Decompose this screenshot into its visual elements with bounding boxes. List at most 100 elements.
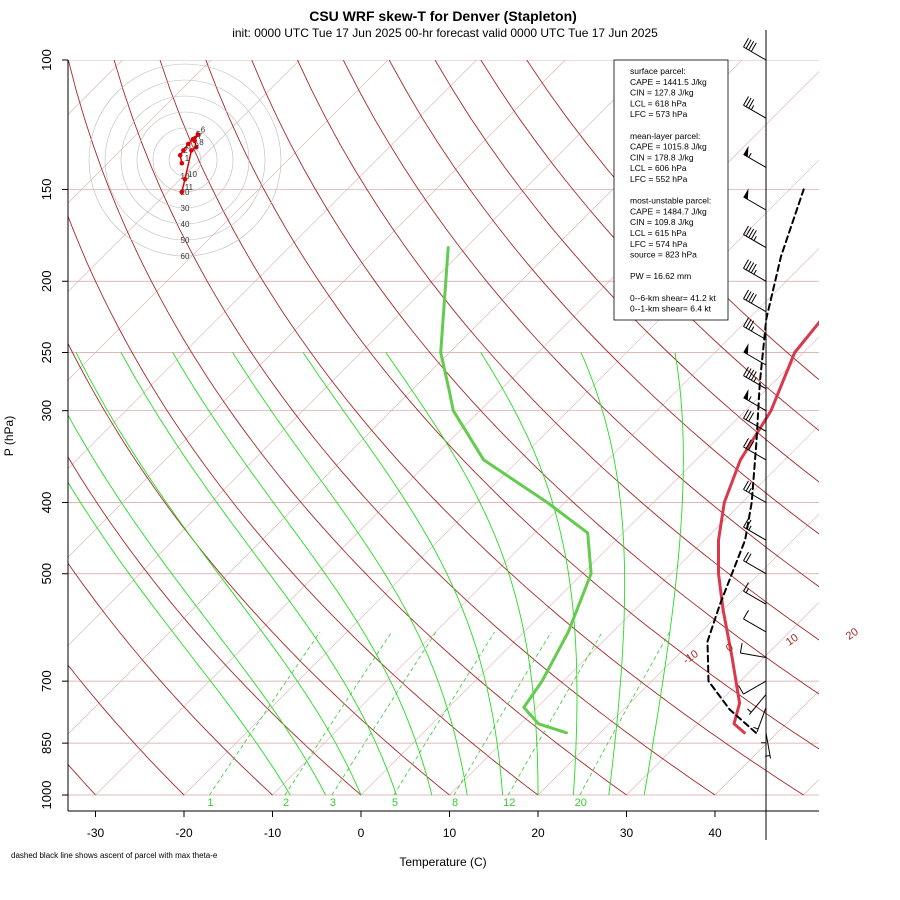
- wind-barb-full: [745, 291, 752, 301]
- wind-barb-full: [745, 410, 752, 421]
- isotherm--80: [68, 60, 389, 381]
- hodo-point-label: 9: [194, 141, 199, 150]
- hodo-point-label: 6: [201, 125, 206, 134]
- moist-adiabat-20: [385, 352, 539, 795]
- moist-adiabat-28: [580, 352, 626, 796]
- wind-barb-staff: [743, 326, 767, 340]
- wind-barb-flag: [743, 389, 749, 401]
- wind-barb-full: [745, 553, 752, 563]
- chart-subtitle: init: 0000 UTC Tue 17 Jun 2025 00-hr for…: [232, 26, 658, 40]
- hodo-ring-label-40: 40: [181, 220, 190, 229]
- mixing-ratio-line-2: [284, 631, 393, 796]
- hodo-point: [181, 148, 186, 153]
- wind-barb-full: [745, 227, 752, 237]
- wind-barb-staff: [743, 526, 767, 541]
- dry-adiabat-50: [159, 60, 804, 796]
- wind-barb-half: [747, 708, 752, 713]
- p-tick-label-400: 400: [39, 492, 54, 514]
- wind-barb-staff: [743, 46, 767, 61]
- wind-barb-full: [743, 518, 749, 528]
- parcel-info-line: [630, 260, 632, 270]
- series-dewpoint: [439, 246, 593, 735]
- dry-adiabat-130: [526, 60, 819, 381]
- wind-barbs: [738, 30, 771, 840]
- p-tick-label-1000: 1000: [39, 781, 54, 810]
- parcel-info-frame: [613, 59, 729, 321]
- wind-barb-staff: [743, 680, 767, 695]
- parcel-info-line: surface parcel:: [630, 66, 686, 76]
- hodo-ring-40: [120, 95, 250, 225]
- parcel-info-line: 0--6-km shear= 41.2 kt: [630, 293, 716, 303]
- parcel-info-line: [630, 120, 632, 130]
- wind-barb-full: [748, 262, 755, 272]
- p-tick-label-250: 250: [39, 342, 54, 364]
- wind-barb-full: [750, 263, 757, 274]
- wind-barb-staff: [743, 446, 767, 461]
- wind-barb-full: [748, 228, 755, 238]
- wind-barb-staff: [756, 707, 767, 732]
- wind-barb-staff: [743, 104, 767, 119]
- hodo-point: [195, 132, 201, 137]
- wind-barb-flag: [743, 343, 749, 355]
- parcel-info-line: LFC = 552 hPa: [630, 174, 688, 184]
- moist-adiabat-24: [480, 352, 578, 796]
- wind-barb-full: [748, 369, 755, 379]
- hodo-point: [177, 152, 183, 158]
- parcel-info-line: LCL = 618 hPa: [630, 98, 687, 108]
- wind-barb-full: [750, 42, 757, 52]
- x-tick-label-10: 10: [443, 826, 457, 840]
- wind-barb-staff: [743, 375, 767, 390]
- hodo-ring-60: [88, 63, 282, 257]
- mixing-ratio-label-3: 3: [330, 797, 336, 809]
- mixing-ratio-label-12: 12: [503, 797, 515, 809]
- wind-barb-half: [753, 726, 759, 730]
- parcel-info-line: CIN = 178.8 J/kg: [630, 152, 694, 162]
- chart-title: CSU WRF skew-T for Denver (Stapleton): [309, 8, 577, 24]
- parcel-info-line: CAPE = 1484.7 J/kg: [630, 206, 707, 216]
- wind-barb-full: [739, 643, 743, 654]
- wind-barb-staff: [765, 732, 771, 759]
- x-tick-label--10: -10: [264, 826, 282, 840]
- hodo-ring-label-30: 30: [181, 204, 190, 213]
- moist-adiabats: [68, 352, 684, 796]
- isotherm-10: [449, 425, 819, 796]
- x-axis-label: Temperature (C): [399, 855, 486, 869]
- moist-adiabat-16: [302, 352, 504, 796]
- x-tick-label-0: 0: [358, 826, 365, 840]
- dry-adiabat-10: [68, 342, 450, 796]
- wind-barb-full: [743, 38, 749, 48]
- wind-barb-full: [745, 519, 752, 529]
- isotherm-20: [537, 513, 819, 796]
- wind-barb-flag: [743, 145, 749, 157]
- hodo-point: [193, 144, 199, 150]
- wind-barb-full: [748, 41, 755, 51]
- wind-barb-full: [743, 582, 749, 592]
- parcel-info-line: [630, 282, 632, 292]
- wind-barb-full: [745, 260, 752, 271]
- wind-barb-full: [748, 99, 755, 109]
- parcel-info-line: LFC = 574 hPa: [630, 239, 688, 249]
- y-axis-label: P (hPa): [2, 416, 16, 456]
- wind-barb-full: [743, 437, 749, 448]
- wind-barb-full: [743, 366, 749, 376]
- parcel-info-box: surface parcel: CAPE = 1441.5 J/kg CIN = 1…: [613, 59, 729, 321]
- moist-adiabat-4: [120, 352, 397, 796]
- hodo-ring-label-50: 50: [181, 236, 190, 245]
- wind-barb-half: [753, 269, 757, 275]
- hodo-point: [179, 189, 185, 195]
- parcel-info-line: most-unstable parcel:: [630, 196, 711, 206]
- parcel-info-line: CAPE = 1015.8 J/kg: [630, 142, 707, 152]
- parcel-info-line: CIN = 109.8 J/kg: [630, 217, 694, 227]
- mixing-ratio-line-1: [209, 631, 321, 796]
- wind-barb-full: [743, 610, 749, 620]
- isotherm--10: [272, 248, 819, 796]
- parcel-info-line: source = 823 hPa: [630, 250, 697, 260]
- moist-adiabat--4: [68, 414, 327, 796]
- wind-barb-half: [745, 588, 750, 593]
- parcel-info-line: LCL = 606 hPa: [630, 163, 687, 173]
- moist-adiabat-32: [643, 352, 684, 796]
- wind-barb-flag: [743, 188, 749, 200]
- wind-barb-staff: [743, 298, 767, 313]
- wind-barb-full: [750, 230, 757, 240]
